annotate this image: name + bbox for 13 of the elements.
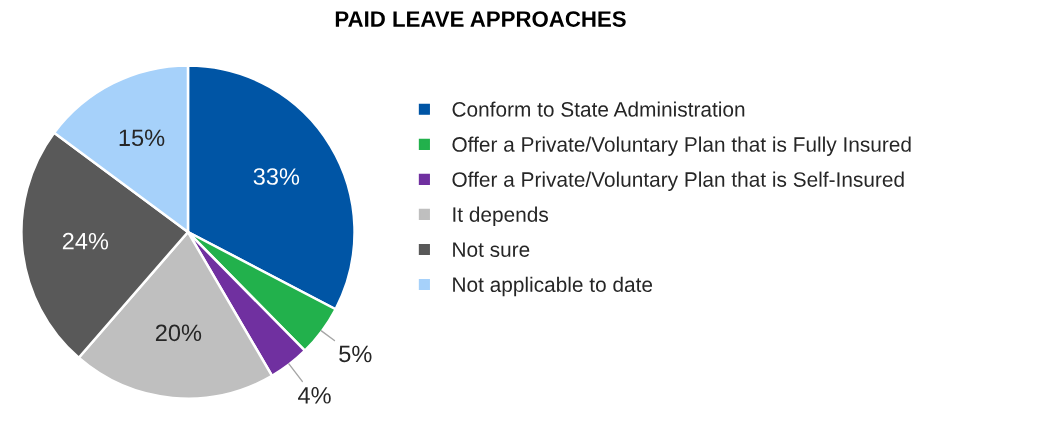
- data-label: 24%: [62, 232, 109, 250]
- legend-label: Offer a Private/Voluntary Plan that is Self-Insured: [452, 171, 904, 191]
- data-label: 33%: [253, 168, 300, 185]
- chart-title: PAID LEAVE APPROACHES: [335, 11, 626, 27]
- legend-label: Offer a Private/Voluntary Plan that is Fully Insured: [452, 136, 911, 156]
- legend-label: Not sure: [453, 242, 530, 257]
- data-label: 15%: [119, 129, 165, 147]
- data-label: 5%: [339, 345, 372, 363]
- legend-label: Conform to State Administration: [452, 101, 745, 117]
- data-label: 4%: [298, 387, 331, 404]
- data-label: 20%: [155, 324, 202, 342]
- legend-label: It depends: [453, 206, 549, 227]
- legend-label: Not applicable to date: [453, 276, 653, 297]
